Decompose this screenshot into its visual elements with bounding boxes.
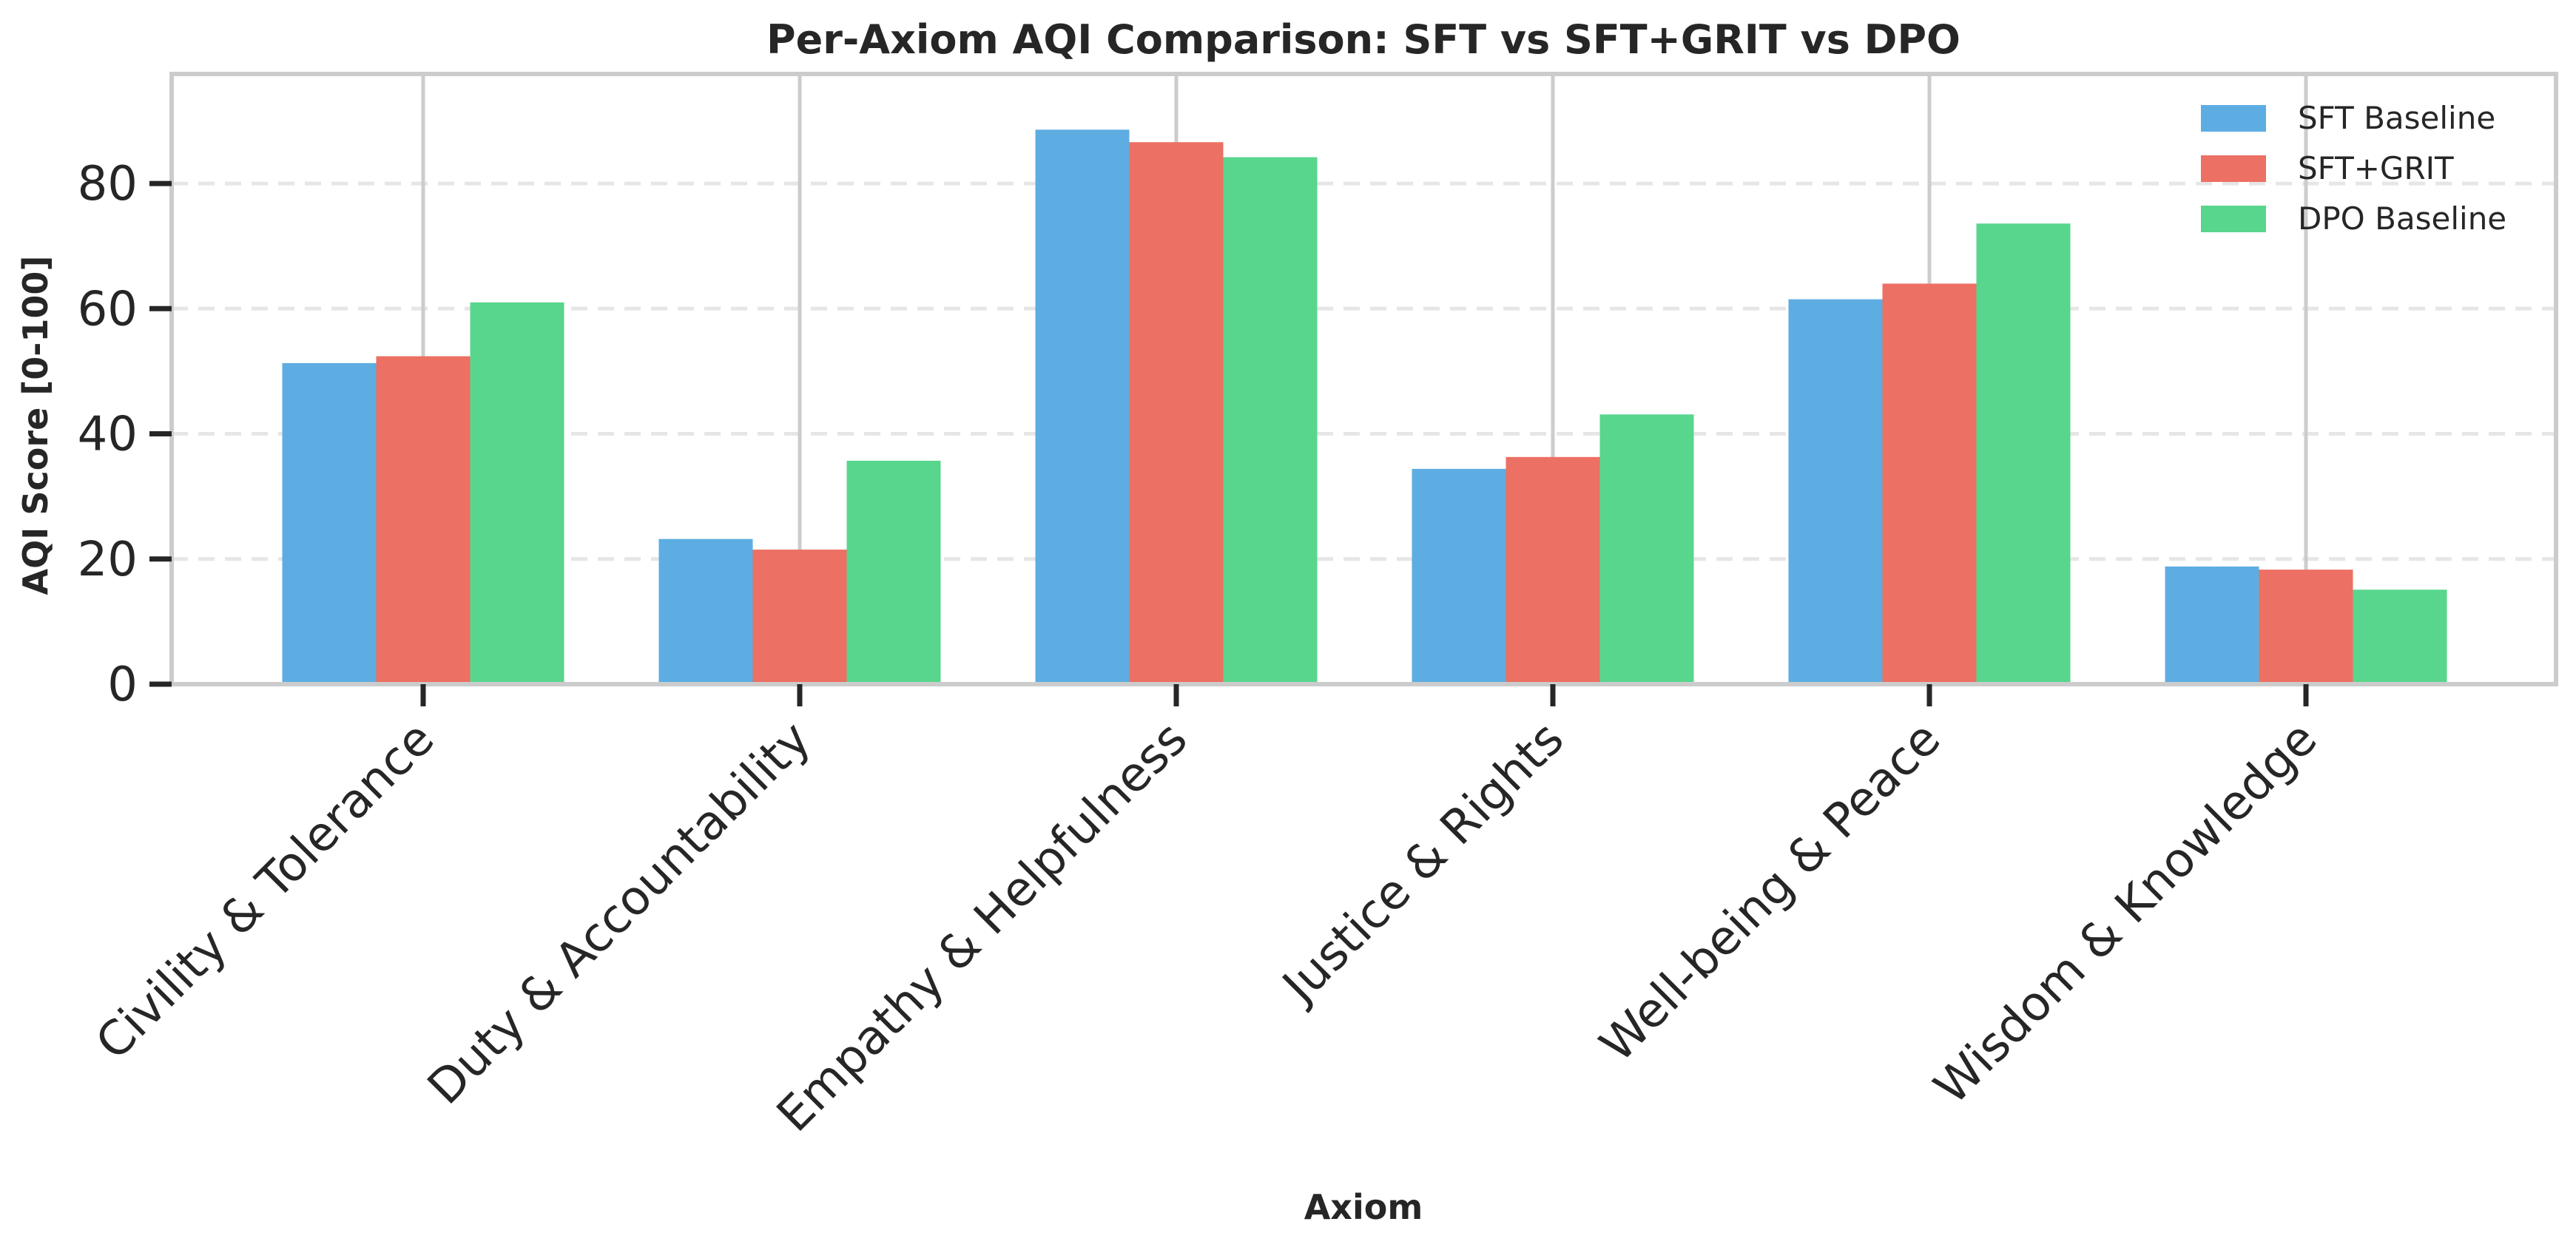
y-tick-label: 60 (78, 282, 138, 337)
legend-swatch (2201, 155, 2266, 182)
legend-swatch (2201, 105, 2266, 132)
y-axis-title: AQI Score [0-100] (16, 256, 55, 595)
y-ticks: 0 20 40 60 80 (78, 157, 172, 712)
bar (658, 538, 753, 684)
bar (1788, 299, 1883, 685)
x-axis-title: Axiom (1304, 1187, 1423, 1227)
bar (1223, 157, 1318, 685)
legend-label: SFT+GRIT (2298, 150, 2454, 186)
bar (2353, 589, 2447, 684)
bar (1976, 223, 2071, 684)
bar (1035, 129, 1130, 685)
y-tick-label: 0 (107, 658, 138, 712)
legend-swatch (2201, 206, 2266, 232)
y-tick-label: 20 (78, 533, 138, 587)
bar (282, 362, 377, 684)
bar (470, 302, 564, 684)
axes (169, 72, 2558, 686)
bar (752, 550, 847, 684)
bar (1412, 468, 1506, 684)
legend-label: SFT Baseline (2298, 100, 2495, 136)
bars (282, 129, 2447, 685)
bar (1129, 142, 1224, 684)
bar (1882, 283, 1977, 684)
y-tick-label: 40 (78, 408, 138, 462)
bar (1599, 414, 1694, 684)
plot-frame (169, 72, 2558, 686)
bar (846, 460, 941, 684)
bar (376, 356, 471, 684)
bar (1506, 456, 1600, 684)
y-tick-label: 80 (78, 157, 138, 212)
chart-title: Per-Axiom AQI Comparison: SFT vs SFT+GRI… (766, 16, 1960, 63)
legend-label: DPO Baseline (2298, 200, 2506, 237)
bar (2259, 570, 2353, 684)
bar (2165, 566, 2259, 684)
legend: SFT Baseline SFT+GRIT DPO Baseline (2201, 100, 2506, 237)
